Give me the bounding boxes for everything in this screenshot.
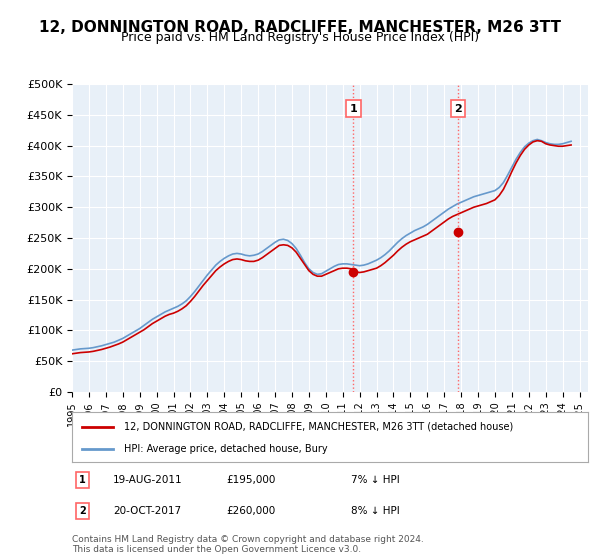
Text: 2: 2	[454, 104, 461, 114]
Text: Contains HM Land Registry data © Crown copyright and database right 2024.
This d: Contains HM Land Registry data © Crown c…	[72, 535, 424, 554]
Text: 1: 1	[79, 475, 86, 485]
Text: 19-AUG-2011: 19-AUG-2011	[113, 475, 183, 485]
Text: 7% ↓ HPI: 7% ↓ HPI	[350, 475, 400, 485]
Text: 1: 1	[349, 104, 357, 114]
Text: £260,000: £260,000	[227, 506, 276, 516]
Text: 12, DONNINGTON ROAD, RADCLIFFE, MANCHESTER, M26 3TT: 12, DONNINGTON ROAD, RADCLIFFE, MANCHEST…	[39, 20, 561, 35]
Text: 8% ↓ HPI: 8% ↓ HPI	[350, 506, 400, 516]
Text: 12, DONNINGTON ROAD, RADCLIFFE, MANCHESTER, M26 3TT (detached house): 12, DONNINGTON ROAD, RADCLIFFE, MANCHEST…	[124, 422, 513, 432]
Text: HPI: Average price, detached house, Bury: HPI: Average price, detached house, Bury	[124, 445, 327, 454]
Text: 2: 2	[79, 506, 86, 516]
Text: £195,000: £195,000	[227, 475, 276, 485]
Text: Price paid vs. HM Land Registry's House Price Index (HPI): Price paid vs. HM Land Registry's House …	[121, 31, 479, 44]
Text: 20-OCT-2017: 20-OCT-2017	[113, 506, 181, 516]
